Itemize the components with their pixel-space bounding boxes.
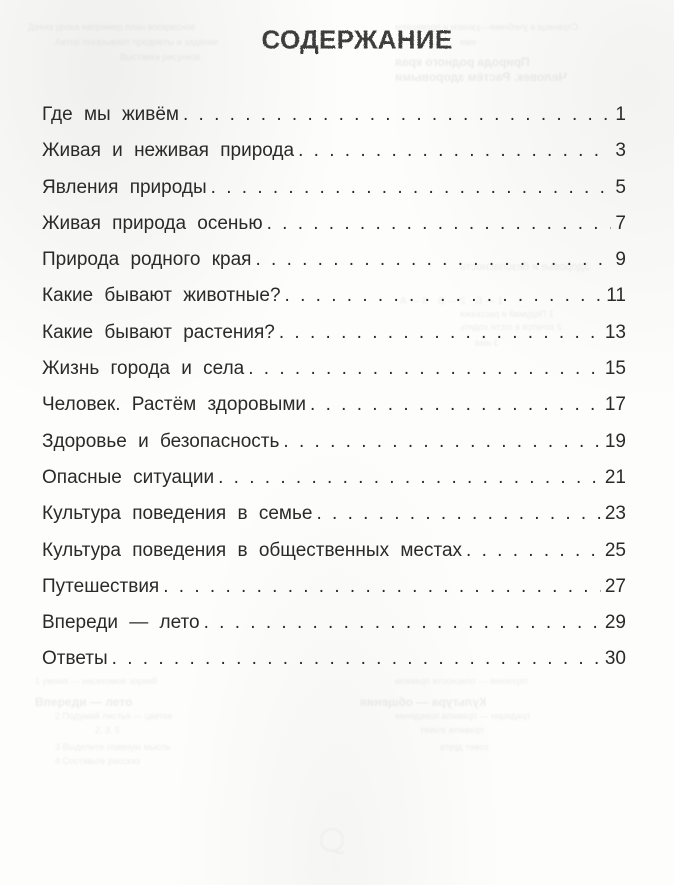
svg-text:СОДЕРЖАНИЕ: СОДЕРЖАНИЕ [262, 25, 453, 55]
